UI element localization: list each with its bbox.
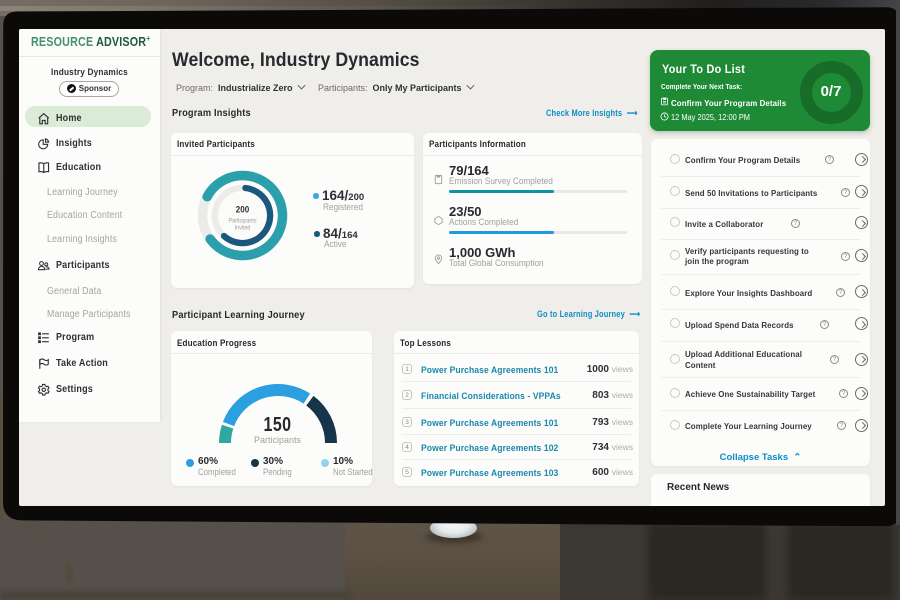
- svg-text:Invited: Invited: [235, 225, 251, 231]
- svg-text:Participants: Participants: [228, 218, 256, 224]
- svg-text:200: 200: [236, 204, 250, 215]
